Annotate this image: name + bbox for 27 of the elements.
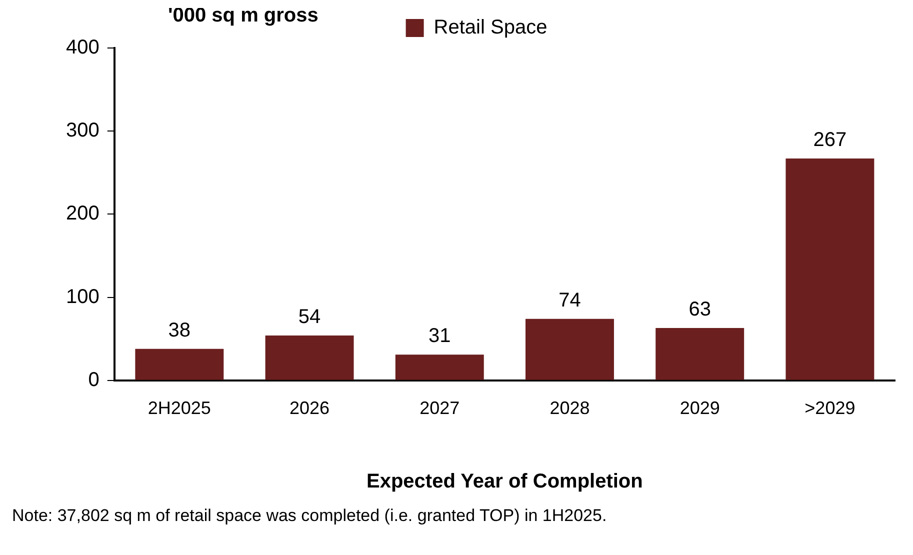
bar [395,354,484,380]
data-label: 31 [428,325,451,348]
x-tick-label: >2029 [804,398,856,418]
data-label: 63 [688,298,711,321]
x-tick-label: 2028 [550,398,590,418]
data-label: 74 [558,289,581,312]
bar [786,158,874,380]
x-tick-label: 2H2025 [148,398,211,418]
x-tick-label: 2027 [420,398,460,418]
x-tick-label: 2026 [290,398,330,418]
bar [526,318,614,380]
y-tick-label: 0 [88,368,100,391]
y-tick-label: 300 [66,120,100,142]
y-axis-title: '000 sq m gross [168,4,318,27]
bar [656,328,744,380]
y-tick-label: 400 [66,36,100,59]
y-tick-label: 200 [66,202,100,225]
data-label: 54 [298,306,321,328]
y-tick-label: 100 [66,286,100,308]
data-label: 267 [813,129,847,152]
data-label: 38 [168,319,191,342]
bar [135,348,224,380]
bar [265,336,354,380]
legend-label: Retail Space [434,16,548,39]
x-axis-title: Expected Year of Completion [366,470,643,493]
text: Note: 37,802 sq m of retail space was completed (i.e. granted TOP) in 1H2025. [12,506,608,526]
x-tick-label: 2029 [680,398,720,418]
